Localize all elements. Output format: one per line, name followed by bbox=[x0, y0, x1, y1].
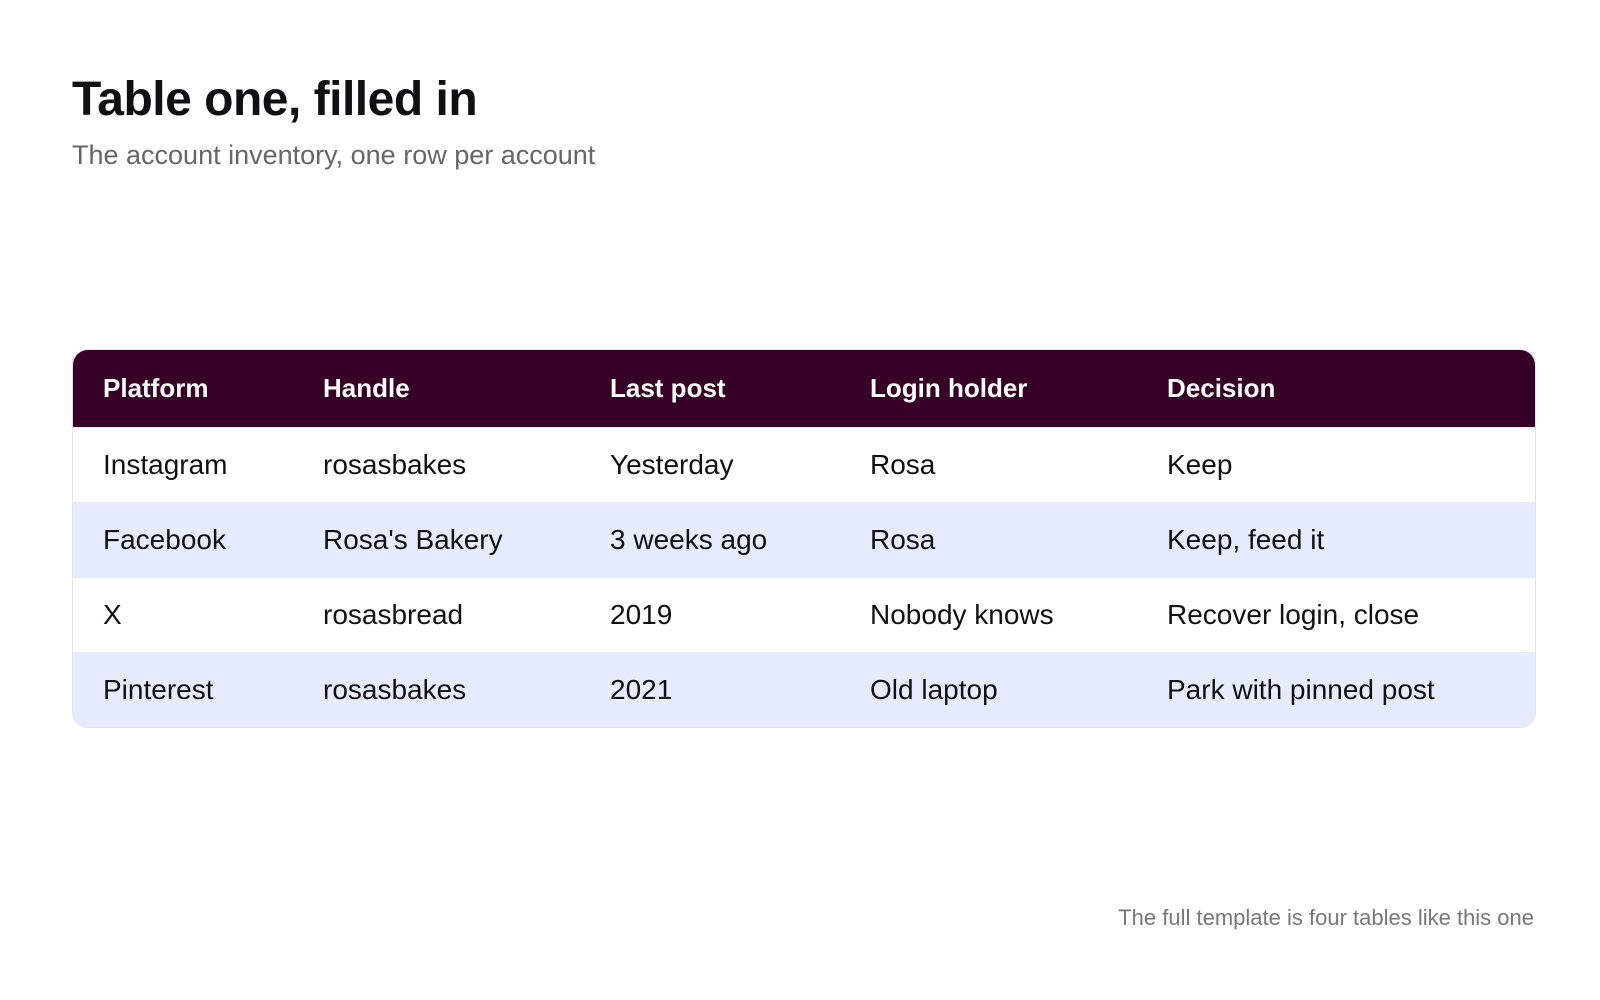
cell-last-post: 2019 bbox=[610, 598, 673, 630]
cell-decision: Keep bbox=[1167, 448, 1233, 480]
cell-decision: Park with pinned post bbox=[1167, 673, 1435, 705]
table-header: Platform Handle Last post Login holder D… bbox=[73, 350, 1535, 427]
column-header-platform: Platform bbox=[103, 372, 209, 403]
cell-last-post: 3 weeks ago bbox=[610, 523, 768, 555]
table-body: Instagram rosasbakes Yesterday Rosa Keep… bbox=[73, 427, 1535, 727]
cell-last-post: 2021 bbox=[610, 673, 673, 705]
account-inventory-table: Platform Handle Last post Login holder D… bbox=[72, 349, 1536, 728]
inventory-table-grid: Platform Handle Last post Login holder D… bbox=[73, 350, 1535, 727]
cell-login-holder: Nobody knows bbox=[870, 598, 1054, 630]
footer-note: The full template is four tables like th… bbox=[1118, 905, 1534, 930]
table-row: Facebook Rosa's Bakery 3 weeks ago Rosa … bbox=[73, 502, 1535, 577]
cell-platform: Instagram bbox=[103, 448, 228, 480]
cell-last-post: Yesterday bbox=[610, 448, 734, 480]
cell-platform: X bbox=[103, 598, 122, 630]
table-header-row: Platform Handle Last post Login holder D… bbox=[73, 350, 1535, 427]
cell-decision: Recover login, close bbox=[1167, 598, 1420, 630]
cell-handle: rosasbakes bbox=[323, 448, 467, 480]
page-title: Table one, filled in bbox=[72, 73, 478, 126]
cell-login-holder: Old laptop bbox=[870, 673, 998, 705]
column-header-login-holder: Login holder bbox=[870, 372, 1028, 403]
table-row: X rosasbread 2019 Nobody knows Recover l… bbox=[73, 577, 1535, 652]
cell-login-holder: Rosa bbox=[870, 448, 936, 480]
cell-handle: rosasbread bbox=[323, 598, 464, 630]
column-header-handle: Handle bbox=[323, 372, 410, 403]
cell-platform: Pinterest bbox=[103, 673, 214, 705]
table-row: Instagram rosasbakes Yesterday Rosa Keep bbox=[73, 427, 1535, 502]
cell-decision: Keep, feed it bbox=[1167, 523, 1325, 555]
table-row: Pinterest rosasbakes 2021 Old laptop Par… bbox=[73, 652, 1535, 727]
cell-handle: rosasbakes bbox=[323, 673, 467, 705]
cell-login-holder: Rosa bbox=[870, 523, 936, 555]
page-subtitle: The account inventory, one row per accou… bbox=[72, 140, 596, 170]
column-header-decision: Decision bbox=[1167, 372, 1276, 403]
cell-platform: Facebook bbox=[103, 523, 226, 555]
column-header-last-post: Last post bbox=[610, 372, 726, 403]
cell-handle: Rosa's Bakery bbox=[323, 523, 503, 555]
